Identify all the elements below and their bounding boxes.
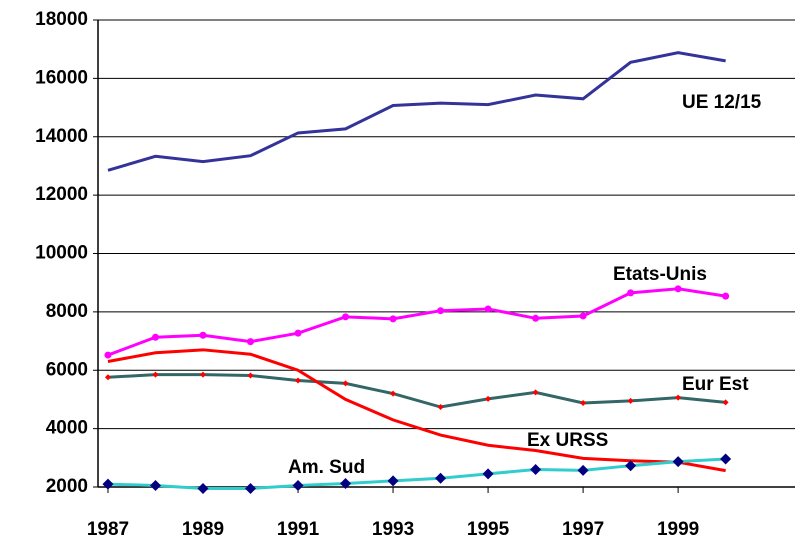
y-tick-label: 12000: [35, 184, 88, 205]
y-tick-label: 4000: [46, 418, 88, 439]
point: [532, 389, 539, 396]
point: [294, 329, 302, 337]
point: [247, 372, 254, 379]
series-label: Eur Est: [682, 374, 749, 395]
point: [104, 374, 111, 381]
point: [340, 477, 352, 489]
y-tick-label: 18000: [35, 9, 88, 30]
x-tick-label: 1993: [372, 519, 414, 540]
x-tick-label: 1987: [87, 519, 129, 540]
series-line: [107, 51, 726, 172]
x-tick-label: 1989: [182, 519, 224, 540]
point: [675, 394, 682, 401]
point: [342, 313, 350, 321]
point: [720, 453, 732, 465]
point: [197, 482, 209, 494]
point: [152, 371, 159, 378]
point: [390, 390, 397, 397]
point: [627, 289, 635, 297]
series-line: [107, 373, 726, 409]
y-tick-label: 8000: [46, 301, 88, 322]
y-tick-label: 6000: [46, 359, 88, 380]
point: [104, 351, 112, 359]
point: [722, 292, 730, 300]
point: [437, 404, 444, 411]
point: [530, 463, 542, 475]
point: [625, 460, 637, 472]
x-tick-label: 1995: [467, 519, 510, 540]
x-tick-label: 1991: [277, 519, 320, 540]
point: [149, 480, 161, 492]
point: [245, 482, 257, 494]
point: [577, 464, 589, 476]
series-line: [107, 348, 726, 473]
point: [579, 312, 587, 320]
series-line: [107, 287, 726, 357]
point: [199, 331, 207, 339]
series-label: Ex URSS: [527, 430, 608, 451]
point: [482, 468, 494, 480]
x-tick-label: 1999: [657, 519, 699, 540]
series-label: Am. Sud: [288, 457, 365, 478]
point: [342, 380, 349, 387]
point: [435, 472, 447, 484]
point: [484, 305, 492, 313]
point: [247, 338, 255, 346]
point: [200, 371, 207, 378]
point: [485, 395, 492, 402]
point: [151, 333, 159, 341]
point: [532, 314, 540, 322]
point: [627, 397, 634, 404]
point: [295, 377, 302, 384]
point: [674, 285, 682, 293]
point: [292, 480, 304, 492]
x-tick-label: 1997: [562, 519, 604, 540]
point: [387, 475, 399, 487]
series-line: [107, 457, 726, 490]
y-tick-label: 2000: [46, 476, 88, 497]
point: [672, 456, 684, 468]
point: [389, 315, 397, 323]
series-label: Etats-Unis: [613, 264, 707, 285]
y-tick-label: 14000: [35, 126, 88, 147]
series-label: UE 12/15: [682, 92, 762, 113]
y-tick-label: 16000: [35, 67, 88, 88]
point: [722, 399, 729, 406]
point: [580, 399, 587, 406]
y-tick-label: 10000: [35, 243, 88, 264]
point: [102, 478, 114, 490]
point: [437, 307, 445, 315]
